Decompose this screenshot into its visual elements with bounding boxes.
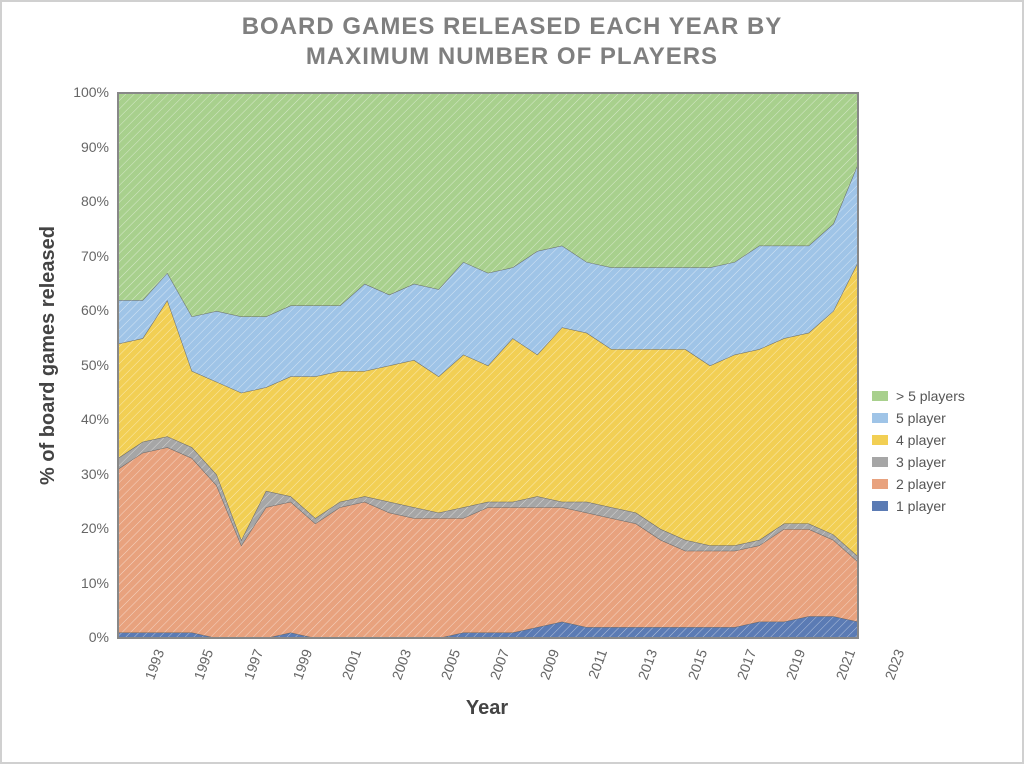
chart-container: BOARD GAMES RELEASED EACH YEAR BY MAXIMU… — [0, 0, 1024, 764]
legend-label: 4 player — [896, 432, 946, 448]
stacked-area-svg — [118, 93, 858, 638]
xtick-label: 2003 — [388, 647, 414, 682]
ytick-label: 70% — [59, 248, 109, 264]
chart-title: BOARD GAMES RELEASED EACH YEAR BY MAXIMU… — [2, 12, 1022, 72]
ytick-label: 30% — [59, 466, 109, 482]
ytick-label: 0% — [59, 629, 109, 645]
xtick-label: 1995 — [191, 647, 217, 682]
legend-item: 3 player — [872, 454, 965, 470]
xtick-label: 2021 — [832, 647, 858, 682]
xtick-label: 1993 — [142, 647, 168, 682]
legend-swatch — [872, 435, 888, 445]
xtick-label: 2015 — [684, 647, 710, 682]
ytick-label: 20% — [59, 520, 109, 536]
y-axis-label: % of board games released — [37, 226, 60, 485]
legend: > 5 players 5 player 4 player 3 player 2 pla… — [872, 382, 965, 520]
xtick-label: 2019 — [783, 647, 809, 682]
xtick-label: 1997 — [240, 647, 266, 682]
plot-area — [117, 92, 859, 639]
legend-item: 1 player — [872, 498, 965, 514]
ytick-label: 80% — [59, 193, 109, 209]
xtick-label: 2011 — [585, 647, 610, 681]
legend-swatch — [872, 479, 888, 489]
ytick-label: 60% — [59, 302, 109, 318]
legend-item: 2 player — [872, 476, 965, 492]
xtick-label: 2017 — [734, 647, 760, 682]
legend-label: 3 player — [896, 454, 946, 470]
ytick-label: 10% — [59, 575, 109, 591]
legend-item: > 5 players — [872, 388, 965, 404]
xtick-label: 2007 — [487, 647, 513, 682]
legend-swatch — [872, 501, 888, 511]
xtick-label: 2023 — [882, 647, 908, 682]
x-axis-label: Year — [117, 697, 857, 720]
ytick-label: 100% — [59, 84, 109, 100]
legend-label: 1 player — [896, 498, 946, 514]
legend-swatch — [872, 391, 888, 401]
ytick-label: 90% — [59, 139, 109, 155]
legend-label: 2 player — [896, 476, 946, 492]
legend-swatch — [872, 413, 888, 423]
legend-label: > 5 players — [896, 388, 965, 404]
ytick-label: 50% — [59, 357, 109, 373]
legend-swatch — [872, 457, 888, 467]
legend-item: 4 player — [872, 432, 965, 448]
xtick-label: 2001 — [339, 647, 365, 682]
xtick-label: 2005 — [438, 647, 464, 682]
xtick-label: 2009 — [536, 647, 562, 682]
xtick-label: 1999 — [290, 647, 316, 682]
legend-item: 5 player — [872, 410, 965, 426]
ytick-label: 40% — [59, 411, 109, 427]
legend-label: 5 player — [896, 410, 946, 426]
xtick-label: 2013 — [635, 647, 661, 682]
